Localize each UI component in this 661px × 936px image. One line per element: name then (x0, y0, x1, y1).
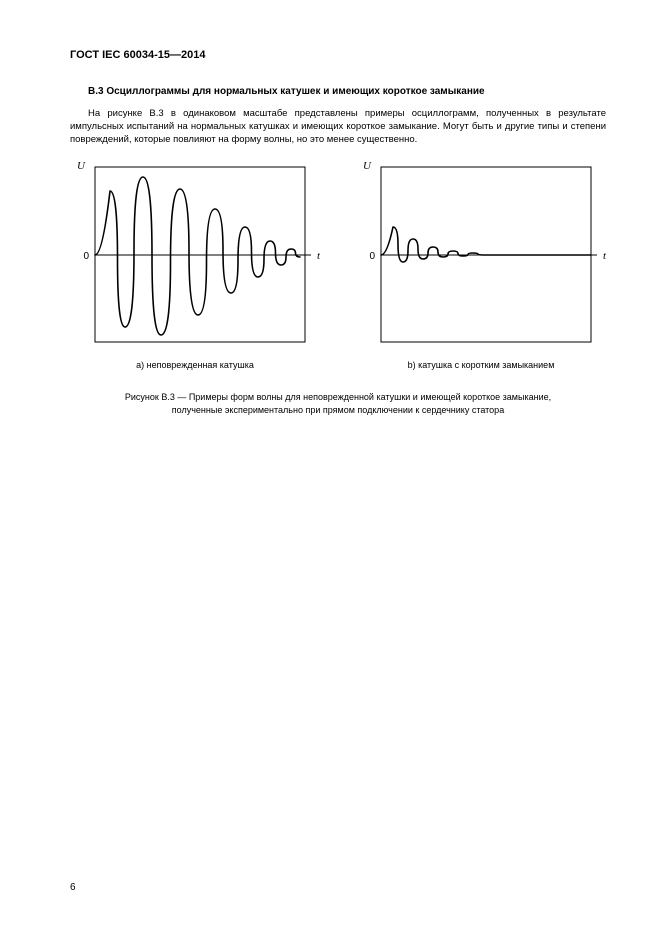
figure-right-cell: U 0 t b) катушка с коротким замыканием (356, 161, 606, 371)
figure-row: U 0 t a) неповрежденная катушка U 0 t b) кат… (70, 161, 606, 371)
page-number: 6 (70, 881, 76, 895)
figure-caption-line1: Рисунок В.3 — Примеры форм волны для неп… (125, 392, 551, 402)
body-paragraph: На рисунке В.3 в одинаковом масштабе пре… (70, 108, 606, 146)
section-heading: В.3 Осциллограммы для нормальных катушек… (88, 85, 606, 99)
svg-text:t: t (603, 250, 606, 262)
svg-text:0: 0 (83, 251, 89, 262)
figure-caption: Рисунок В.3 — Примеры форм волны для неп… (108, 391, 568, 416)
document-header: ГОСТ IEC 60034-15—2014 (70, 48, 606, 63)
svg-text:U: U (77, 161, 86, 172)
svg-text:U: U (363, 161, 372, 172)
figure-left-cell: U 0 t a) неповрежденная катушка (70, 161, 320, 371)
page: ГОСТ IEC 60034-15—2014 В.3 Осциллограммы… (0, 0, 661, 936)
figure-caption-line2: полученные экспериментально при прямом п… (172, 405, 504, 415)
svg-text:t: t (317, 250, 320, 262)
subcaption-left: a) неповрежденная катушка (136, 359, 254, 371)
svg-text:0: 0 (369, 251, 375, 262)
oscillogram-right: U 0 t (356, 161, 606, 351)
subcaption-right: b) катушка с коротким замыканием (408, 359, 555, 371)
oscillogram-left: U 0 t (70, 161, 320, 351)
